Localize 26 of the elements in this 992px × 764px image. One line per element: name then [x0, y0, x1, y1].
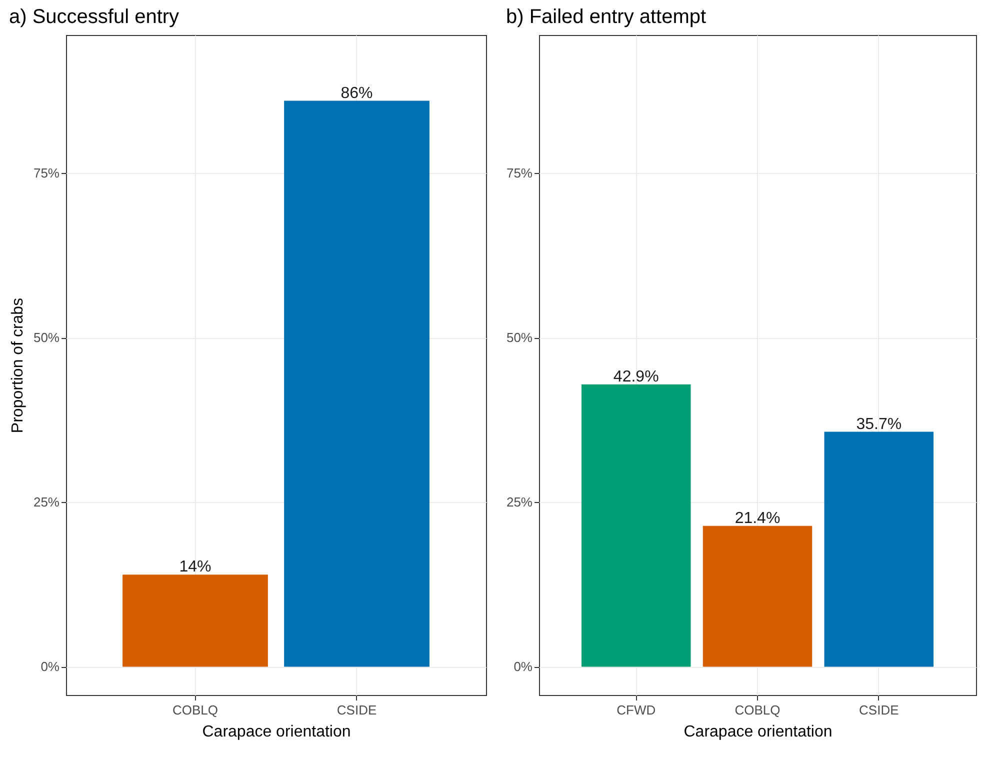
- x-tick-label: CFWD: [616, 702, 656, 718]
- y-tick-label: 25%: [506, 494, 533, 510]
- y-tick-label: 75%: [33, 166, 60, 181]
- bar: [702, 526, 812, 667]
- y-tick-label: 75%: [506, 166, 533, 181]
- y-tick-label: 50%: [33, 330, 60, 346]
- y-tick-label: 25%: [33, 494, 60, 510]
- x-axis-title: Carapace orientation: [202, 724, 351, 740]
- data-label: 86%: [340, 84, 373, 102]
- x-tick-label: CSIDE: [336, 702, 377, 718]
- bar: [824, 432, 934, 667]
- data-label: 42.9%: [613, 368, 659, 386]
- y-tick-label: 0%: [514, 659, 533, 674]
- y-tick-label: 0%: [40, 659, 60, 674]
- y-tick-label: 50%: [506, 330, 533, 346]
- bar: [581, 384, 691, 667]
- chart-title: b) Failed entry attempt: [506, 6, 707, 28]
- chart-title: a) Successful entry: [8, 6, 180, 28]
- data-label: 21.4%: [734, 510, 780, 527]
- x-axis-title: Carapace orientation: [684, 724, 832, 740]
- y-axis-title: Proportion of crabs: [9, 298, 26, 434]
- x-tick-label: COBLQ: [734, 702, 780, 718]
- data-label: 14%: [179, 558, 212, 576]
- data-label: 35.7%: [856, 416, 902, 433]
- x-tick-label: COBLQ: [172, 702, 218, 718]
- x-tick-label: CSIDE: [859, 702, 900, 718]
